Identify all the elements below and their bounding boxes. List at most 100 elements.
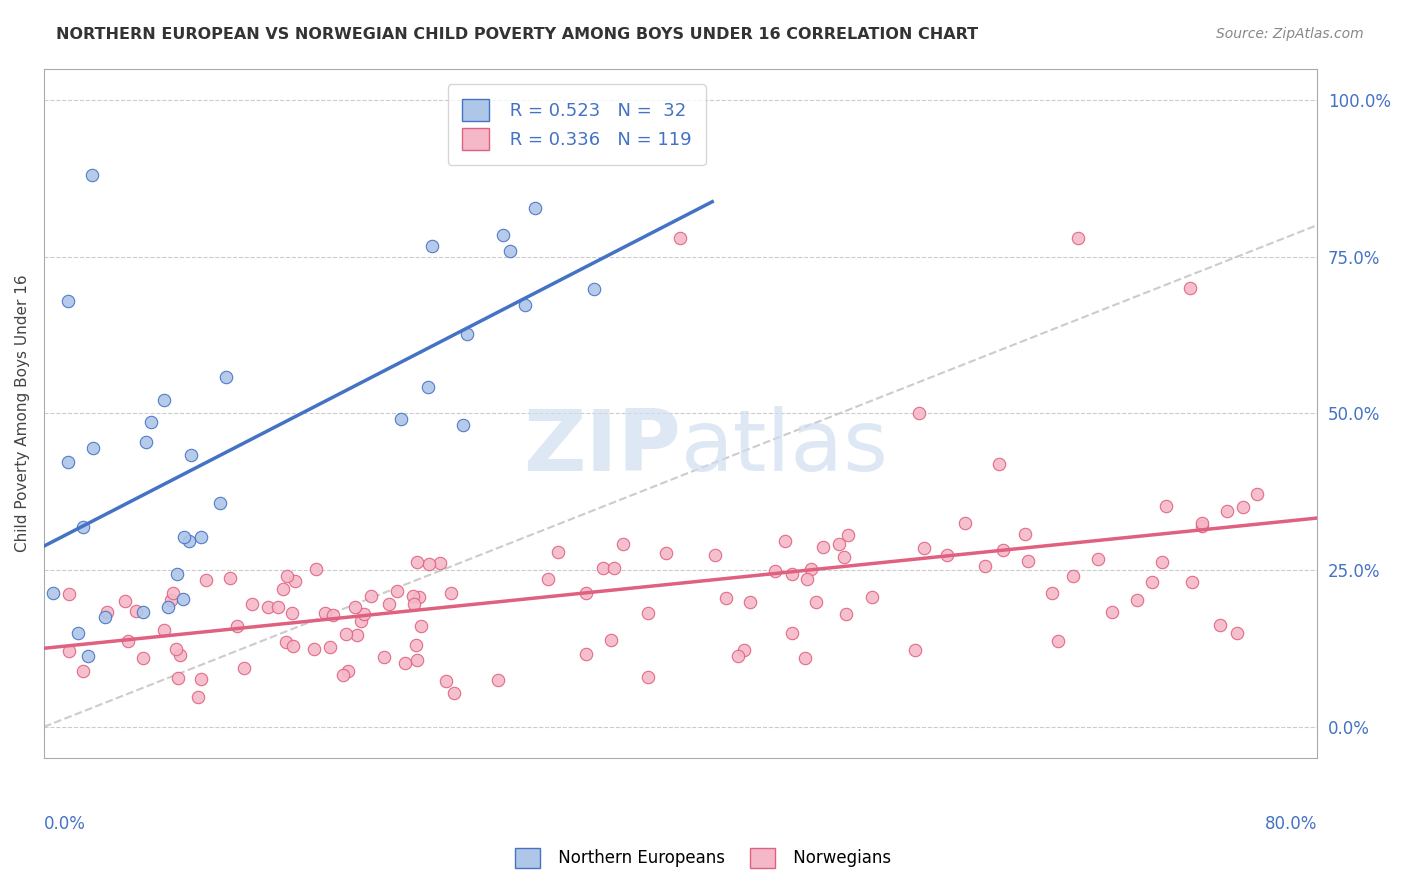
Point [190,530,212,544]
Point [353,607,375,621]
Point [177,534,200,549]
Point [322,607,344,622]
Point [406,555,429,569]
Point [162,586,184,600]
Point [72,664,94,678]
Point [796,572,818,586]
Point [456,326,478,341]
Point [389,412,412,426]
Point [993,542,1015,557]
Point [486,673,509,688]
Point [420,239,443,253]
Legend:  R = 0.523   N =  32,  R = 0.336   N = 119: R = 0.523 N = 32, R = 0.336 N = 119 [447,85,706,165]
Point [547,545,569,559]
Point [794,650,817,665]
Point [80,168,103,182]
Point [1226,625,1249,640]
Point [834,607,856,621]
Point [156,599,179,614]
Point [215,370,238,384]
Point [337,664,360,678]
Point [281,639,304,653]
Point [232,661,254,675]
Point [160,593,183,607]
Point [402,589,425,603]
Point [832,549,855,564]
Point [135,435,157,450]
Point [773,534,796,549]
Point [904,643,927,657]
Point [82,441,104,455]
Point [402,598,425,612]
Text: atlas: atlas [681,407,889,490]
Point [408,590,430,604]
Point [117,633,139,648]
Point [1101,605,1123,619]
Point [1014,527,1036,541]
Point [537,572,560,586]
Point [418,558,440,572]
Point [763,564,786,578]
Point [94,609,117,624]
Point [66,626,89,640]
Point [284,574,307,588]
Point [190,672,212,686]
Point [1246,487,1268,501]
Point [612,536,634,550]
Text: ZIP: ZIP [523,407,681,490]
Point [169,648,191,663]
Point [274,635,297,649]
Point [132,605,155,619]
Point [811,540,834,554]
Point [912,541,935,555]
Point [405,638,427,652]
Y-axis label: Child Poverty Among Boys Under 16: Child Poverty Among Boys Under 16 [15,275,30,552]
Point [208,496,231,510]
Point [429,556,451,570]
Point [804,595,827,609]
Text: 0.0%: 0.0% [44,814,86,832]
Point [1067,231,1090,245]
Point [1191,516,1213,530]
Point [780,566,803,581]
Point [132,650,155,665]
Point [1191,519,1213,533]
Point [167,671,190,685]
Point [828,537,851,551]
Point [180,448,202,462]
Point [1017,554,1039,568]
Point [335,626,357,640]
Point [935,548,957,562]
Point [257,599,280,614]
Point [1156,500,1178,514]
Point [96,606,118,620]
Point [574,586,596,600]
Point [637,606,659,620]
Point [499,244,522,259]
Point [738,595,761,609]
Point [373,649,395,664]
Point [276,569,298,583]
Point [443,686,465,700]
Point [599,632,621,647]
Point [56,293,79,308]
Point [1178,281,1201,295]
Point [394,656,416,670]
Point [58,644,80,658]
Point [304,562,326,576]
Legend:  Northern Europeans,  Norwegians: Northern Europeans, Norwegians [508,841,898,875]
Point [187,690,209,704]
Point [800,562,823,576]
Point [513,298,536,312]
Point [440,586,463,600]
Point [582,281,605,295]
Point [453,417,475,432]
Point [319,640,342,654]
Point [782,626,804,640]
Point [332,668,354,682]
Point [575,647,598,661]
Point [434,673,457,688]
Point [1087,552,1109,566]
Point [153,623,176,637]
Point [72,519,94,533]
